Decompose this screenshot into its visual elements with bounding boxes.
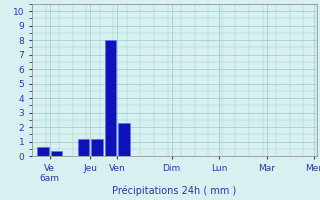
Bar <box>37 147 49 156</box>
Bar <box>91 139 103 156</box>
Bar <box>105 40 116 156</box>
Bar <box>118 123 130 156</box>
X-axis label: Précipitations 24h ( mm ): Précipitations 24h ( mm ) <box>112 186 236 196</box>
Bar <box>78 139 89 156</box>
Bar <box>51 151 62 156</box>
